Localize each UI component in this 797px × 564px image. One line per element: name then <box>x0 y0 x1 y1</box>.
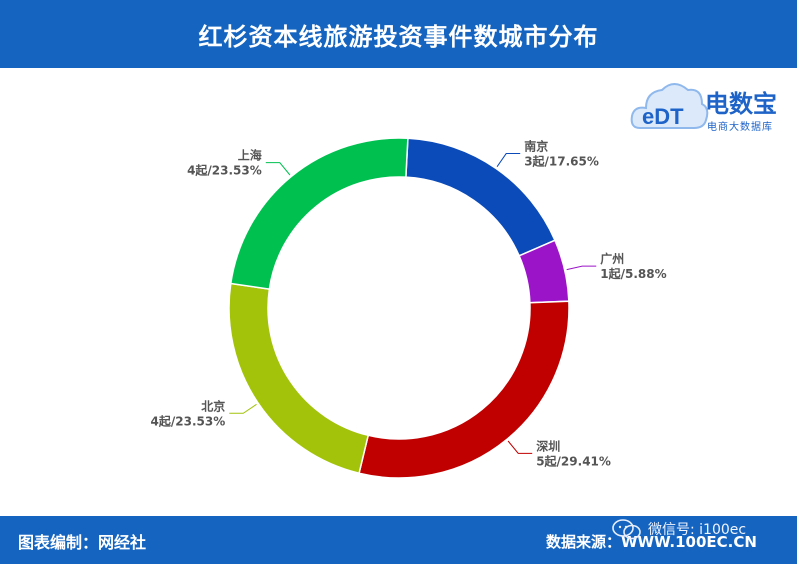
donut-chart: 南京3起/17.65%广州1起/5.88%深圳5起/29.41%北京4起/23.… <box>151 137 667 479</box>
footer-source: 数据来源：WWW.100EC.CN <box>546 533 757 551</box>
slice-category-label: 广州 <box>600 251 624 266</box>
slice-4 <box>229 137 409 290</box>
title-bar: 红杉资本线旅游投资事件数城市分布 <box>0 0 797 68</box>
footer-bar: 图表编制：网经社 数据来源：WWW.100EC.CN 微信号: i100ec <box>0 516 797 564</box>
wechat-id: 微信号: i100ec <box>648 522 747 538</box>
slice-value-label: 3起/17.65% <box>524 154 599 169</box>
cloud-icon: eDT <box>630 83 709 129</box>
slice-category-label: 深圳 <box>536 438 560 453</box>
wechat-watermark: 微信号: i100ec <box>612 518 746 540</box>
slice-value-label: 5起/29.41% <box>536 453 611 468</box>
leader-line-3 <box>229 403 257 414</box>
leader-line-1 <box>566 265 597 271</box>
brand-logo: eDT 电数宝 电商大数据库 <box>630 74 790 140</box>
slice-category-label: 南京 <box>524 139 548 154</box>
logo-subtitle: 电商大数据库 <box>707 122 773 133</box>
logo-brand: 电数宝 <box>705 90 777 118</box>
slice-category-label: 上海 <box>238 148 262 163</box>
slice-value-label: 4起/23.53% <box>187 163 262 178</box>
slice-group <box>228 137 570 479</box>
slice-category-label: 北京 <box>201 398 225 413</box>
wechat-icon <box>612 519 641 540</box>
label-group: 南京3起/17.65%广州1起/5.88%深圳5起/29.41%北京4起/23.… <box>151 139 667 469</box>
leader-line-4 <box>265 162 291 176</box>
slice-3 <box>228 282 370 475</box>
footer-credit: 图表编制：网经社 <box>18 533 147 552</box>
leader-line-2 <box>507 440 533 454</box>
logo-mark: eDT <box>642 104 684 129</box>
chart-title: 红杉资本线旅游投资事件数城市分布 <box>198 22 599 51</box>
leader-line-0 <box>496 153 521 167</box>
slice-value-label: 1起/5.88% <box>600 266 666 281</box>
slice-value-label: 4起/23.53% <box>151 413 226 428</box>
